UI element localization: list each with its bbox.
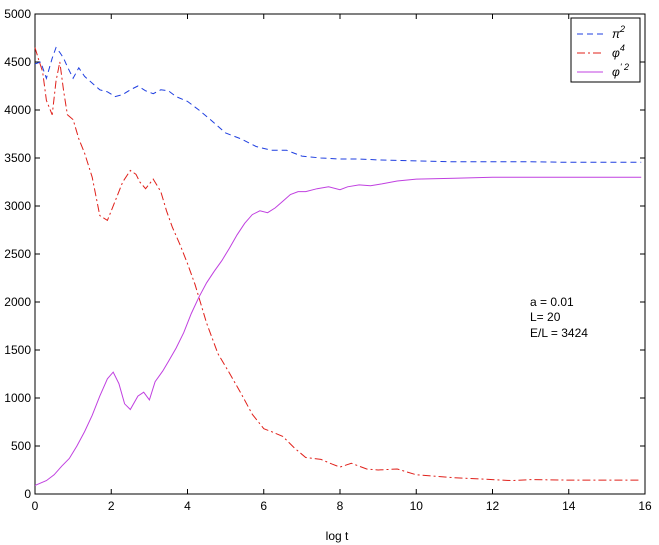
annotation-line-l: L= 20 xyxy=(530,310,561,324)
y-tick-label: 1000 xyxy=(4,391,31,405)
legend-frame xyxy=(570,17,641,83)
annotation-line-el: E/L = 3424 xyxy=(530,326,588,340)
y-tick-label: 500 xyxy=(11,439,31,453)
y-tick-label: 1500 xyxy=(4,343,31,357)
y-tick-label: 3000 xyxy=(4,199,31,213)
series-line-phi4 xyxy=(34,47,642,482)
x-tick-label: 2 xyxy=(108,499,115,513)
x-tick-label: 8 xyxy=(337,499,344,513)
x-tick-label: 12 xyxy=(486,499,500,513)
y-tick-label: 0 xyxy=(24,487,31,501)
annotation-box: a = 0.01 L= 20 E/L = 3424 xyxy=(530,295,588,340)
legend: π2 φ4 φ' 2 xyxy=(570,17,641,83)
x-tick-label: 6 xyxy=(260,499,267,513)
y-tick-label: 2000 xyxy=(4,295,31,309)
series-layer xyxy=(34,46,642,486)
y-tick-label: 4500 xyxy=(4,55,31,69)
x-axis-label: log t xyxy=(326,529,349,543)
plot-frame xyxy=(34,13,646,495)
legend-label-phi4: φ4 xyxy=(612,43,625,60)
y-tick-label: 5000 xyxy=(4,7,31,21)
x-tick-label: 4 xyxy=(184,499,191,513)
x-tick-label: 0 xyxy=(32,499,39,513)
annotation-line-a: a = 0.01 xyxy=(530,295,574,309)
series-line-phiprime2 xyxy=(34,176,642,486)
x-tick-label: 16 xyxy=(638,499,652,513)
x-tick-label: 10 xyxy=(410,499,424,513)
x-tick-label: 14 xyxy=(562,499,576,513)
axis-ticks: 0 2 4 6 8 10 12 14 16 0 500 1000 1500 2000 2500 3000 350… xyxy=(4,7,652,513)
y-tick-label: 4000 xyxy=(4,103,31,117)
y-tick-label: 3500 xyxy=(4,151,31,165)
legend-label-pi2: π2 xyxy=(612,24,625,41)
legend-label-phiprime2: φ' 2 xyxy=(612,62,629,79)
series-line-pi2 xyxy=(34,46,642,163)
y-tick-label: 2500 xyxy=(4,247,31,261)
